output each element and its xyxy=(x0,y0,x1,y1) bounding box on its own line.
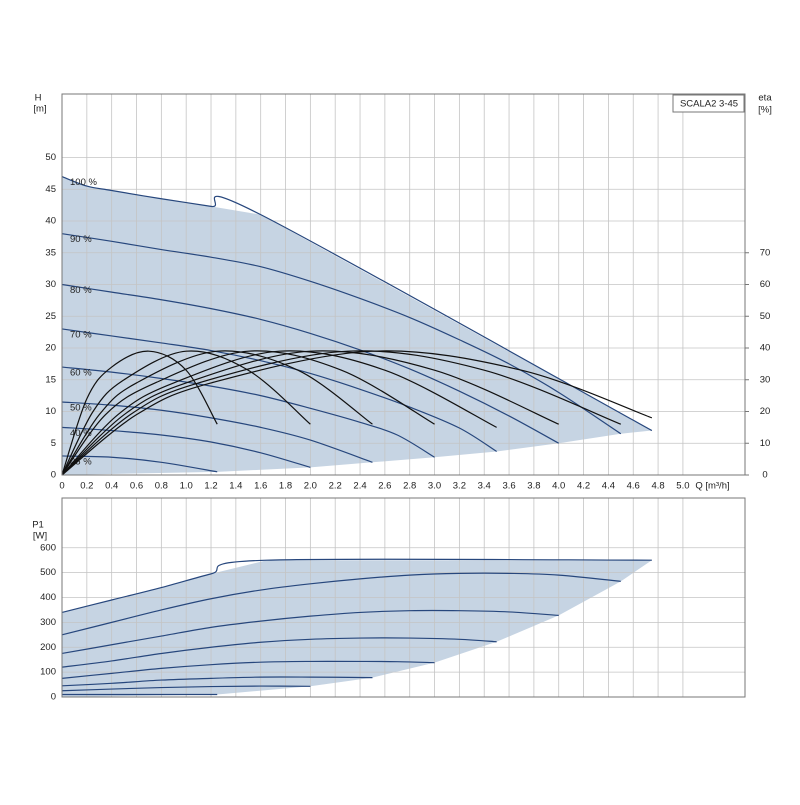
x-tick-label: 0 xyxy=(59,481,64,492)
speed-label: 60 % xyxy=(70,368,92,379)
y-tick-label: 100 xyxy=(40,667,56,678)
x-tick-label: 2.8 xyxy=(403,481,416,492)
efficiency-curve xyxy=(61,350,653,476)
x-tick-label: 4.2 xyxy=(577,481,590,492)
x-tick-label: 0.2 xyxy=(80,481,93,492)
x-tick-label: 2.0 xyxy=(304,481,317,492)
x-tick-label: 4.0 xyxy=(552,481,565,492)
x-tick-label: 1.0 xyxy=(180,481,193,492)
y-axis-unit: [W] xyxy=(33,531,47,542)
speed-curve xyxy=(61,426,311,468)
speed-curve xyxy=(61,401,373,463)
speed-curve xyxy=(61,283,560,444)
efficiency-curve xyxy=(61,350,218,476)
speed-label: 100 % xyxy=(70,177,97,188)
y-axis-label: H xyxy=(35,93,42,104)
y2-tick-label: 20 xyxy=(760,406,771,417)
speed-curve xyxy=(61,660,435,679)
x-tick-label: 3.8 xyxy=(527,481,540,492)
y2-axis-label: eta xyxy=(758,93,772,104)
speed-label: 80 % xyxy=(70,285,92,296)
speed-label: 90 % xyxy=(70,234,92,245)
x-tick-label: 4.8 xyxy=(651,481,664,492)
x-tick-label: 5.0 xyxy=(676,481,689,492)
efficiency-curve xyxy=(61,350,559,476)
speed-curve xyxy=(61,572,621,636)
y2-tick-label: 70 xyxy=(760,247,771,258)
speed-curve xyxy=(61,558,652,614)
x-axis-label: Q [m³/h] xyxy=(695,481,729,492)
y-tick-label: 400 xyxy=(40,592,56,603)
x-tick-label: 3.0 xyxy=(428,481,441,492)
x-tick-label: 1.4 xyxy=(229,481,242,492)
y-axis-label: P1 xyxy=(32,520,44,531)
x-tick-label: 3.6 xyxy=(502,481,515,492)
frame xyxy=(61,497,746,698)
chart-title: SCALA2 3-45 xyxy=(680,99,738,110)
x-tick-label: 0.8 xyxy=(155,481,168,492)
operating-area xyxy=(62,560,652,697)
y-axis-unit: [m] xyxy=(33,104,46,115)
y2-tick-label: 0 xyxy=(762,470,767,481)
x-tick-label: 0.6 xyxy=(130,481,143,492)
efficiency-curve xyxy=(61,350,373,476)
x-tick-label: 1.6 xyxy=(254,481,267,492)
speed-curve xyxy=(61,685,311,692)
x-tick-label: 1.2 xyxy=(204,481,217,492)
y-tick-label: 200 xyxy=(40,642,56,653)
speed-label: 25 % xyxy=(70,456,92,467)
efficiency-curve xyxy=(61,350,497,476)
y-tick-label: 50 xyxy=(45,152,56,163)
speed-curve xyxy=(61,175,653,432)
speed-curve xyxy=(61,233,622,435)
y-tick-label: 300 xyxy=(40,617,56,628)
x-tick-label: 1.8 xyxy=(279,481,292,492)
efficiency-curve xyxy=(61,350,311,476)
speed-curve xyxy=(61,609,559,655)
x-tick-label: 2.2 xyxy=(329,481,342,492)
speed-curve xyxy=(61,637,497,668)
y-tick-label: 15 xyxy=(45,374,56,385)
x-tick-label: 4.6 xyxy=(627,481,640,492)
efficiency-curve xyxy=(61,350,435,476)
frame xyxy=(61,93,746,476)
y-tick-label: 30 xyxy=(45,279,56,290)
y-tick-label: 45 xyxy=(45,184,56,195)
y2-axis-unit: [%] xyxy=(758,105,772,116)
y-tick-label: 0 xyxy=(51,692,56,703)
speed-curve xyxy=(61,366,435,458)
x-tick-label: 2.6 xyxy=(378,481,391,492)
y2-tick-label: 60 xyxy=(760,279,771,290)
speed-curve xyxy=(61,676,373,687)
y-tick-label: 600 xyxy=(40,542,56,553)
speed-curve xyxy=(61,328,497,453)
x-tick-label: 2.4 xyxy=(353,481,366,492)
y2-tick-label: 10 xyxy=(760,438,771,449)
y-tick-label: 10 xyxy=(45,406,56,417)
x-tick-label: 3.2 xyxy=(453,481,466,492)
speed-label: 50 % xyxy=(70,402,92,413)
y2-tick-label: 40 xyxy=(760,343,771,354)
y-tick-label: 0 xyxy=(51,470,56,481)
speed-label: 70 % xyxy=(70,329,92,340)
title-box xyxy=(672,94,745,113)
y-tick-label: 35 xyxy=(45,247,56,258)
y-tick-label: 40 xyxy=(45,216,56,227)
y2-tick-label: 50 xyxy=(760,311,771,322)
x-tick-label: 3.4 xyxy=(478,481,491,492)
operating-area xyxy=(62,176,652,476)
y2-tick-label: 30 xyxy=(760,374,771,385)
y-tick-label: 25 xyxy=(45,311,56,322)
y-tick-label: 20 xyxy=(45,343,56,354)
x-tick-label: 0.4 xyxy=(105,481,118,492)
y-tick-label: 500 xyxy=(40,567,56,578)
efficiency-curve xyxy=(61,350,622,476)
y-tick-label: 5 xyxy=(51,438,56,449)
x-tick-label: 4.4 xyxy=(602,481,615,492)
